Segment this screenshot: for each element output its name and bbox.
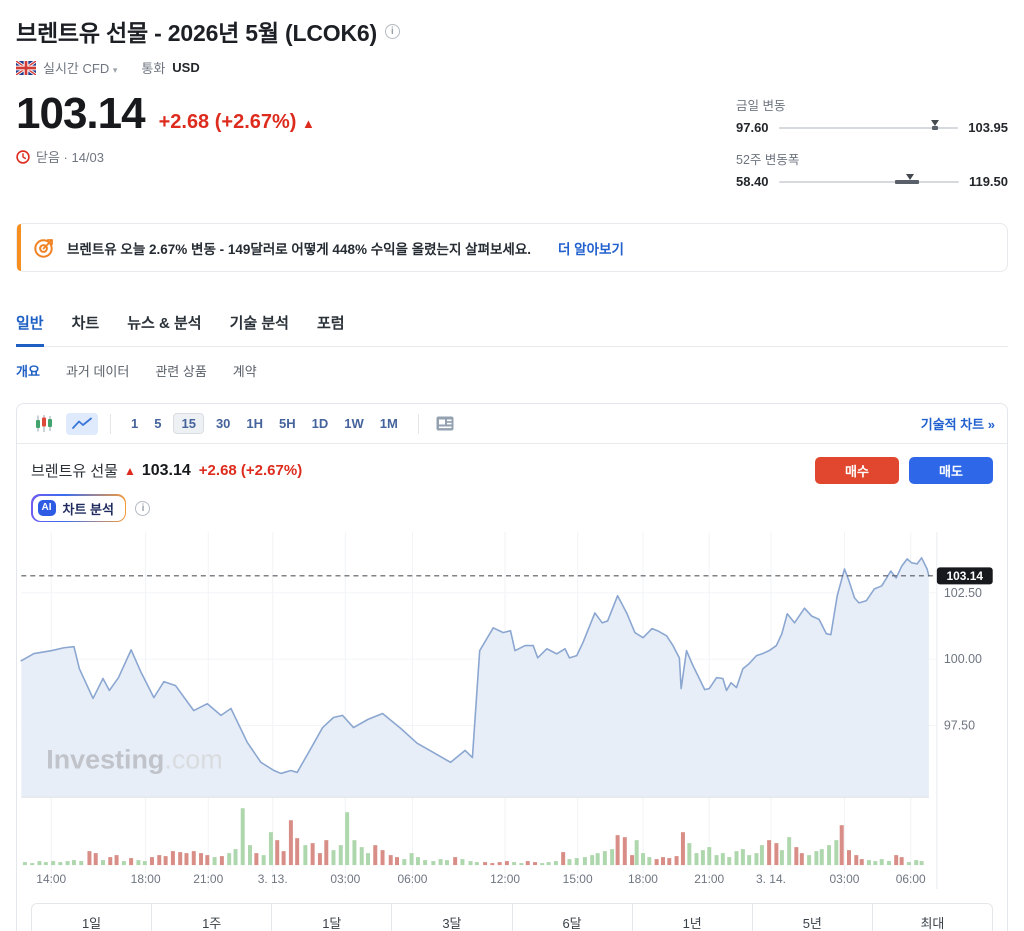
tab-news-analysis[interactable]: 뉴스 & 분석 xyxy=(127,315,202,332)
meta-row: 실시간 CFD ▾ 통화 USD xyxy=(15,58,1008,77)
interval-button[interactable]: 5 xyxy=(154,416,162,431)
svg-text:14:00: 14:00 xyxy=(36,872,66,886)
info-icon[interactable]: i xyxy=(135,500,151,516)
page-title: 브렌트유 선물 - 2026년 5월 (LCOK6) xyxy=(16,20,377,46)
day-range-high: 103.95 xyxy=(968,120,1008,135)
quote-section: 103.14 +2.68 (+2.67%) ▲ 닫음 · 14/03 xyxy=(16,89,1008,203)
chevron-down-icon: ▾ xyxy=(112,65,118,75)
interval-button-active[interactable]: 15 xyxy=(173,413,204,434)
buy-button[interactable]: 매수 xyxy=(815,457,899,484)
svg-text:102.50: 102.50 xyxy=(944,586,982,600)
info-icon[interactable]: i xyxy=(384,23,400,39)
svg-text:21:00: 21:00 xyxy=(193,872,223,886)
last-price: 103.14 xyxy=(16,89,146,138)
perf-cell: 1달 +52.24% xyxy=(271,904,391,931)
svg-text:103.14: 103.14 xyxy=(947,569,984,583)
week52-range-low: 58.40 xyxy=(736,174,769,189)
main-tabs: 일반 차트 뉴스 & 분석 기술 분석 포럼 xyxy=(16,312,1008,347)
performance-table: 1일 +2.67% 1주 +11.27% 1달 +52.24% 3달 +68.7… xyxy=(31,903,993,931)
svg-text:97.50: 97.50 xyxy=(944,718,975,732)
price-change: +2.68 (+2.67%) ▲ xyxy=(158,111,315,133)
subtab-contracts[interactable]: 계약 xyxy=(232,364,257,379)
ai-analysis-row: AI 차트 분석 i xyxy=(17,488,1007,522)
title-row: 브렌트유 선물 - 2026년 5월 (LCOK6) i xyxy=(16,14,1008,48)
ranges-panel: 금일 변동 97.60 103.95 52주 변동폭 58.40 xyxy=(736,91,1008,203)
tab-forum[interactable]: 포럼 xyxy=(316,315,345,332)
svg-text:06:00: 06:00 xyxy=(896,872,926,886)
chart-plot[interactable]: Investing.com 102.50 100.00 97.50 14:00 18:00… xyxy=(17,524,1007,897)
interval-button[interactable]: 1M xyxy=(379,416,398,431)
currency-label: 통화 xyxy=(141,61,166,76)
chart-header: 브렌트유 선물 ▲ 103.14 +2.68 (+2.67%) 매수 매도 xyxy=(17,444,1007,488)
interval-button[interactable]: 5H xyxy=(279,416,296,431)
market-type-dropdown[interactable]: 실시간 CFD ▾ xyxy=(43,61,118,76)
target-dart-icon xyxy=(33,236,56,259)
uk-flag-icon xyxy=(15,59,37,76)
technical-chart-link[interactable]: 기술적 차트 » xyxy=(920,417,995,432)
chart-instrument-name: 브렌트유 선물 xyxy=(31,463,118,480)
candlestick-chart-icon[interactable] xyxy=(29,411,58,436)
perf-cell: 1년 +46.13% xyxy=(631,904,752,931)
svg-text:12:00: 12:00 xyxy=(490,872,520,886)
perf-cell: 6달 +53.96% xyxy=(511,904,632,931)
chart-card: 1 5 15 30 1H 5H 1D 1W 1M xyxy=(16,403,1008,931)
perf-cell: 최대 +559.46% xyxy=(871,904,992,931)
perf-cell: 1주 +11.27% xyxy=(151,904,271,931)
interval-button[interactable]: 1 xyxy=(131,416,139,431)
interval-button[interactable]: 1D xyxy=(311,416,329,431)
week52-range-marker xyxy=(906,173,915,180)
market-status: 닫음 · 14/03 xyxy=(36,150,105,166)
sub-tabs: 개요 과거 데이터 관련 상품 계약 xyxy=(16,361,1008,380)
banner-text: 브렌트유 오늘 2.67% 변동 - 149달러로 어떻게 448% 수익을 올… xyxy=(67,241,532,257)
day-range: 금일 변동 97.60 103.95 xyxy=(736,99,1008,135)
perf-cell: 1일 +2.67% xyxy=(81,916,102,931)
svg-text:18:00: 18:00 xyxy=(628,872,658,886)
chart-last-price: 103.14 xyxy=(141,461,191,479)
banner-learn-more-link[interactable]: 더 알아보기 xyxy=(558,241,624,257)
subtab-overview[interactable]: 개요 xyxy=(16,364,40,379)
ai-badge-icon: AI xyxy=(37,500,56,516)
day-range-low: 97.60 xyxy=(736,120,769,135)
svg-text:06:00: 06:00 xyxy=(398,872,428,886)
svg-text:21:00: 21:00 xyxy=(694,872,724,886)
clock-icon xyxy=(16,149,30,164)
day-range-marker xyxy=(930,119,939,126)
interval-button[interactable]: 1H xyxy=(246,416,264,431)
currency-value: USD xyxy=(172,60,200,75)
tab-chart[interactable]: 차트 xyxy=(71,315,100,332)
perf-cell: 5년 +49.00% xyxy=(751,904,872,931)
interval-button[interactable]: 1W xyxy=(344,416,364,431)
perf-cell: 3달 +68.75% xyxy=(391,904,511,931)
subtab-related-instruments[interactable]: 관련 상품 xyxy=(155,364,207,379)
day-range-track xyxy=(778,119,959,130)
promo-banner[interactable]: 브렌트유 오늘 2.67% 변동 - 149달러로 어떻게 448% 수익을 올… xyxy=(16,223,1008,272)
toolbar-divider xyxy=(110,413,111,434)
week52-range-high: 119.50 xyxy=(968,174,1008,189)
subtab-historical-data[interactable]: 과거 데이터 xyxy=(65,364,130,379)
svg-text:15:00: 15:00 xyxy=(563,872,593,886)
banner-accent xyxy=(17,224,21,271)
svg-text:03:00: 03:00 xyxy=(830,872,860,886)
svg-text:3. 14.: 3. 14. xyxy=(756,872,786,886)
week52-range: 52주 변동폭 58.40 119.50 xyxy=(736,153,1008,189)
news-events-icon[interactable] xyxy=(431,413,459,434)
svg-text:3. 13.: 3. 13. xyxy=(258,872,288,886)
up-arrow-icon: ▲ xyxy=(123,463,136,478)
tab-technical-analysis[interactable]: 기술 분석 xyxy=(229,315,289,332)
chart-price-change: +2.68 (+2.67%) xyxy=(198,462,303,479)
toolbar-divider xyxy=(417,413,419,434)
svg-text:100.00: 100.00 xyxy=(944,652,982,666)
svg-text:03:00: 03:00 xyxy=(330,872,360,886)
week52-range-track xyxy=(778,173,959,184)
svg-text:18:00: 18:00 xyxy=(131,872,161,886)
up-triangle-icon: ▲ xyxy=(302,116,315,131)
line-chart-icon[interactable] xyxy=(66,412,98,435)
sell-button[interactable]: 매도 xyxy=(909,457,993,484)
svg-text:Investing.com: Investing.com xyxy=(46,744,222,774)
interval-button[interactable]: 30 xyxy=(215,416,231,431)
ai-chart-analysis-button[interactable]: AI 차트 분석 xyxy=(31,494,127,522)
tab-general[interactable]: 일반 xyxy=(16,312,44,347)
chart-toolbar: 1 5 15 30 1H 5H 1D 1W 1M xyxy=(17,404,1007,444)
